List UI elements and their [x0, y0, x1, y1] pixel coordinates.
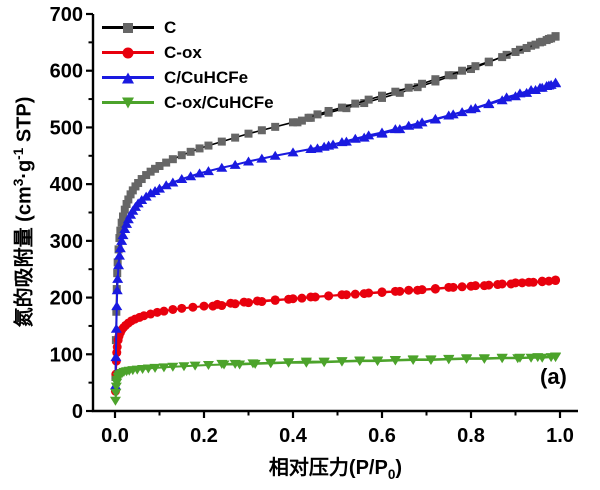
legend-line-sample: [102, 72, 154, 83]
y-tick-label: 100: [50, 344, 83, 366]
series-C-ox-adsorption-line: [114, 279, 556, 392]
circle-marker-icon: [122, 47, 134, 58]
x-tick-label: 0.8: [457, 425, 485, 447]
triangle-down-marker-icon: [122, 97, 134, 108]
x-axis-title: 相对压力(P/P0): [93, 451, 578, 482]
y-tick-label: 200: [50, 288, 83, 310]
y-tick-label: 300: [50, 231, 83, 253]
x-tick-label: 0.0: [101, 425, 129, 447]
x-axis-title-subscript: 0: [387, 467, 396, 482]
panel-label: (a): [540, 364, 567, 389]
legend-item-c: C: [102, 15, 274, 40]
legend-line-sample: [102, 22, 154, 33]
x-axis-title-text: 相对压力(P/P: [268, 457, 388, 479]
y-axis-title-mid: ·g: [13, 159, 36, 179]
series-C/CuHCFe-adsorption: [109, 78, 562, 390]
y-axis-title-superscript-3: 3: [10, 178, 26, 187]
series-C/CuHCFe-desorption-line: [317, 81, 556, 150]
y-axis-title-end: STP): [13, 96, 36, 148]
x-axis-title-close: ): [395, 457, 403, 479]
y-axis-title-text: 氮的吸附量 (cm: [13, 186, 36, 328]
x-tick-label: 1.0: [546, 425, 574, 447]
series-C-ox-desorption: [208, 275, 561, 311]
y-tick-label: 400: [50, 174, 83, 196]
series-C/CuHCFe-adsorption-line: [114, 82, 556, 386]
legend-line-sample: [102, 47, 154, 58]
series-C-ox-adsorption: [110, 276, 561, 396]
y-tick-label: 0: [72, 401, 83, 423]
legend-line-sample: [102, 97, 154, 108]
series-C/CuHCFe-desorption: [311, 77, 562, 153]
y-axis-title-superscript-neg1: -1: [10, 147, 26, 160]
legend-item-c-ox: C-ox: [102, 40, 274, 65]
legend-item-c-ox-cuhcfe: C-ox/CuHCFe: [102, 90, 274, 115]
x-tick-label: 0.2: [190, 425, 218, 447]
legend: C C-ox C/CuHCFe C-ox/CuHCFe: [102, 15, 274, 115]
legend-label: C-ox: [164, 43, 202, 62]
y-tick-label: 700: [50, 4, 83, 26]
x-tick-label: 0.4: [279, 425, 308, 447]
series-C-ox/CuHCFe-desorption: [216, 352, 562, 369]
triangle-up-marker-icon: [122, 72, 134, 83]
y-tick-label: 600: [50, 61, 83, 83]
square-marker-icon: [123, 22, 133, 33]
legend-label: C: [164, 18, 177, 37]
series-C-desorption: [293, 32, 560, 127]
legend-item-c-cuhcfe: C/CuHCFe: [102, 65, 274, 90]
legend-label: C-ox/CuHCFe: [164, 93, 274, 112]
legend-label: C/CuHCFe: [164, 68, 249, 87]
y-tick-label: 500: [50, 117, 83, 139]
x-tick-label: 0.6: [368, 425, 396, 447]
y-axis-title: 氮的吸附量 (cm3·g-1 STP): [8, 97, 37, 328]
